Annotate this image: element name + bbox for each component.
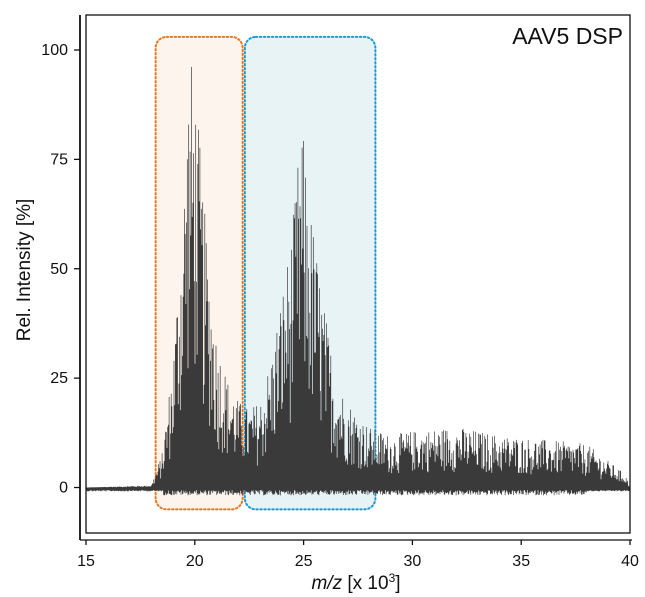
y-axis-title: Rel. Intensity [%] <box>14 199 35 342</box>
y-axis-ticks: 0 25 50 75 100 <box>41 42 80 497</box>
y-tick-label-25: 25 <box>50 370 68 387</box>
y-tick-label-100: 100 <box>41 42 68 59</box>
x-tick-label-30: 30 <box>404 553 422 570</box>
x-tick-label-40: 40 <box>621 553 639 570</box>
x-axis-title-exponent: 3 <box>389 571 396 585</box>
x-tick-label-25: 25 <box>295 553 313 570</box>
y-tick-label-0: 0 <box>59 480 68 497</box>
highlight-region-2 <box>243 35 377 511</box>
x-axis-ticks: 15 20 25 30 35 40 <box>77 540 639 570</box>
x-axis-title-italic: m/z <box>311 573 342 594</box>
y-tick-label-50: 50 <box>50 261 68 278</box>
x-axis-title-close: ] <box>395 573 400 594</box>
chart-title: AAV5 DSP <box>512 23 623 49</box>
y-tick-label-75: 75 <box>50 151 68 168</box>
x-axis-title-unit: [x 10 <box>342 573 388 594</box>
x-axis-title: m/z [x 103] <box>311 571 400 594</box>
x-tick-label-35: 35 <box>512 553 530 570</box>
plot-frame <box>85 14 631 534</box>
x-tick-label-20: 20 <box>186 553 204 570</box>
x-tick-label-15: 15 <box>77 553 95 570</box>
